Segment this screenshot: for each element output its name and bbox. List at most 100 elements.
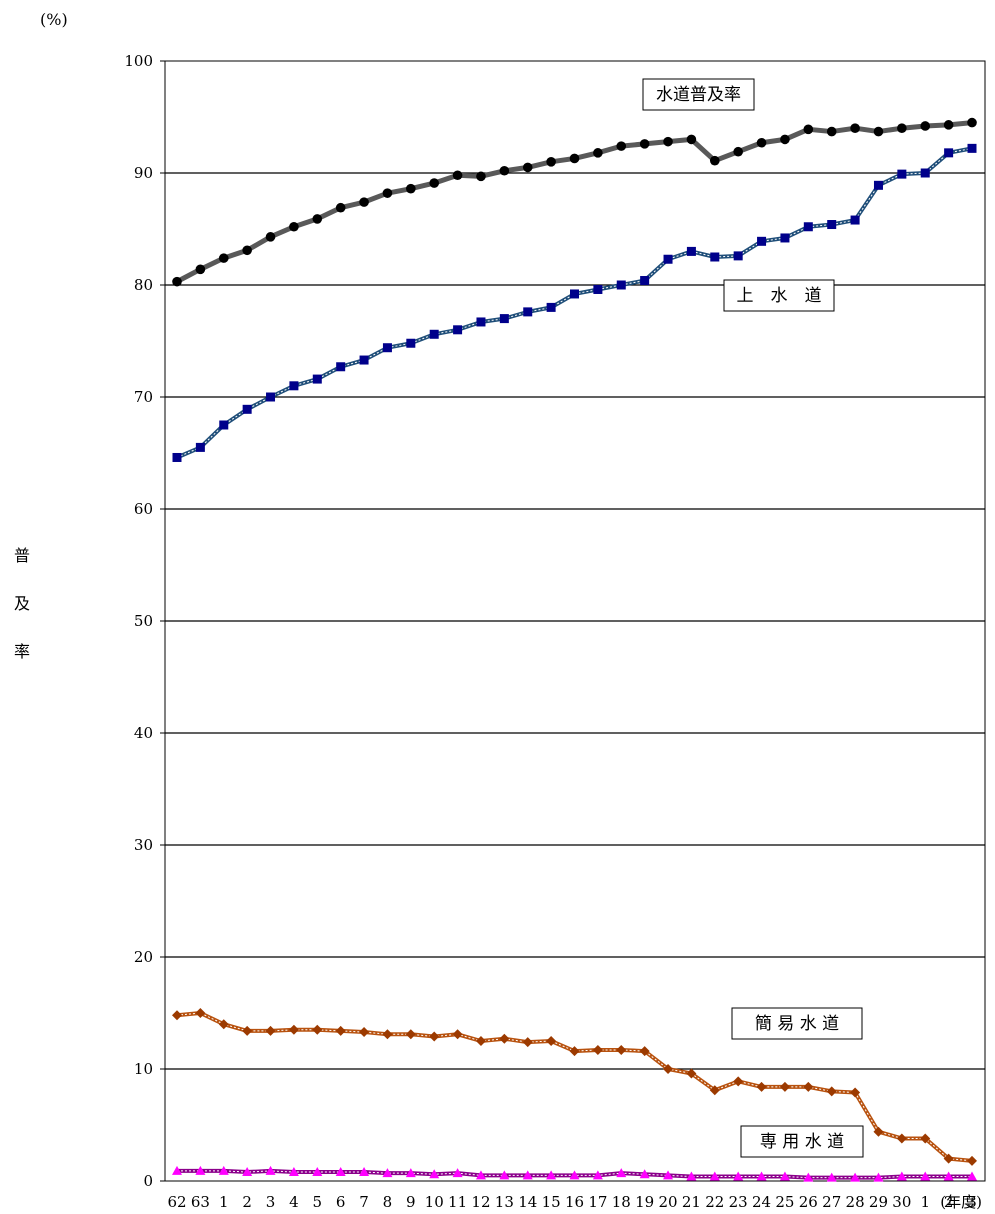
data-point [733,147,743,157]
data-point [476,1036,486,1046]
x-axis-label: (年度) [940,1193,982,1211]
data-point [523,163,533,173]
data-point [570,289,579,298]
data-point [266,232,276,242]
data-point [313,375,322,384]
data-point [359,1027,369,1037]
data-point [944,120,954,130]
x-tick-label: 1 [219,1193,229,1211]
data-point [219,421,228,430]
x-tick-label: 9 [406,1193,416,1211]
data-point [593,1045,603,1055]
series-label: 簡 易 水 道 [755,1014,839,1034]
data-point [757,237,766,246]
data-point [687,135,697,145]
data-point [851,216,860,225]
data-point [360,356,369,365]
data-point [664,255,673,264]
data-point [500,166,510,176]
data-point [710,253,719,262]
data-point [804,222,813,231]
data-point [429,178,439,188]
x-tick-label: 16 [565,1193,584,1211]
data-point [616,141,626,151]
data-point [827,127,837,137]
data-point [429,1032,439,1042]
data-point [406,339,415,348]
x-tick-label: 2 [242,1193,252,1211]
data-point [967,118,977,128]
data-point [780,1082,790,1092]
x-tick-label: 13 [495,1193,514,1211]
data-point [500,314,509,323]
series-label: 専 用 水 道 [760,1132,844,1152]
x-tick-label: 19 [635,1193,654,1211]
data-point [546,157,556,167]
y-tick-label: 50 [134,612,153,630]
x-tick-label: 4 [289,1193,299,1211]
data-point [733,1076,743,1086]
x-tick-label: 12 [471,1193,490,1211]
data-point [803,1082,813,1092]
data-point [430,330,439,339]
y-tick-label: 40 [134,724,153,742]
data-point [780,135,790,145]
data-point [827,1086,837,1096]
data-point [687,247,696,256]
x-tick-label: 28 [846,1193,865,1211]
y-tick-label: 0 [143,1172,153,1190]
x-tick-label: 17 [588,1193,607,1211]
data-point [172,277,182,287]
x-tick-label: 10 [425,1193,444,1211]
data-point [523,307,532,316]
data-point [850,123,860,133]
x-tick-label: 22 [705,1193,724,1211]
x-tick-label: 25 [775,1193,794,1211]
data-point [406,184,416,194]
y-tick-label: 80 [134,276,153,294]
data-point [757,1082,767,1092]
data-point [663,137,673,147]
series-line-0 [177,123,972,282]
data-point [874,181,883,190]
x-tick-label: 5 [313,1193,323,1211]
x-tick-label: 1 [920,1193,930,1211]
data-point [173,453,182,462]
data-point [640,139,650,149]
data-point [243,405,252,414]
x-tick-label: 63 [191,1193,210,1211]
x-tick-label: 7 [359,1193,369,1211]
data-point [359,197,369,207]
data-point [710,156,720,166]
data-point [266,393,275,402]
data-point [219,253,229,263]
data-point [289,222,299,232]
data-point [312,214,322,224]
y-tick-label: 20 [134,948,153,966]
data-point [968,144,977,153]
data-point [874,127,884,137]
data-point [476,317,485,326]
y-tick-label: 70 [134,388,153,406]
data-point [897,170,906,179]
data-point [570,154,580,164]
data-point [382,1029,392,1039]
data-point [476,172,486,182]
x-tick-label: 18 [612,1193,631,1211]
x-tick-label: 24 [752,1193,771,1211]
data-point [312,1025,322,1035]
data-point [523,1037,533,1047]
data-point [266,1026,276,1036]
series-label: 上 水 道 [737,286,822,306]
data-point [453,325,462,334]
data-point [383,343,392,352]
data-point [336,1026,346,1036]
data-point [920,121,930,131]
data-point [406,1029,416,1039]
data-point [453,170,463,180]
x-tick-label: 21 [682,1193,701,1211]
data-point [616,1045,626,1055]
data-point [897,123,907,133]
x-tick-label: 29 [869,1193,888,1211]
data-point [383,188,393,198]
